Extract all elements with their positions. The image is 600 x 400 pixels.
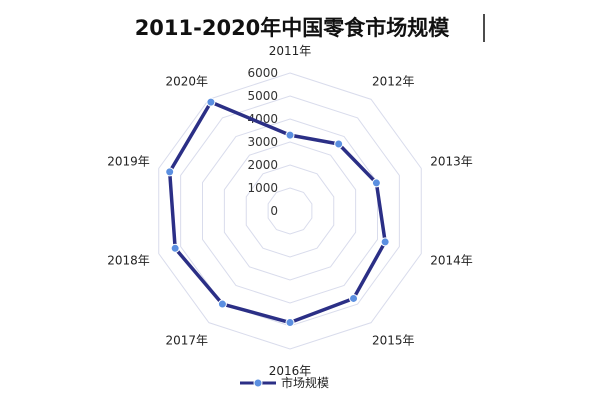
tick-label: 3000 — [247, 135, 278, 149]
grid-ring — [202, 118, 378, 304]
data-point[interactable] — [165, 167, 175, 177]
category-label: 2015年 — [372, 333, 415, 347]
category-label: 2018年 — [107, 253, 150, 267]
category-label: 2016年 — [269, 364, 312, 378]
data-point[interactable] — [334, 139, 344, 149]
category-label: 2011年 — [269, 44, 312, 58]
data-point[interactable] — [349, 293, 359, 303]
legend-swatch-marker[interactable] — [253, 378, 263, 388]
category-label: 2013年 — [430, 155, 473, 169]
data-point[interactable] — [170, 243, 180, 253]
grid-ring — [223, 141, 357, 281]
category-label: 2020年 — [165, 75, 208, 89]
data-point[interactable] — [285, 318, 295, 328]
category-label: 2014年 — [430, 253, 473, 267]
category-label: 2017年 — [165, 333, 208, 347]
category-label: 2012年 — [372, 75, 415, 89]
data-point[interactable] — [371, 178, 381, 188]
category-label: 2019年 — [107, 155, 150, 169]
tick-label: 2000 — [247, 158, 278, 172]
chart-title: 2011-2020年中国零食市场规模 — [135, 16, 451, 40]
grid-ring — [267, 187, 313, 235]
grid-ring — [245, 164, 335, 258]
data-point[interactable] — [285, 130, 295, 140]
tick-label: 0 — [270, 204, 278, 218]
data-point[interactable] — [217, 299, 227, 309]
legend[interactable]: 市场规模 — [240, 375, 329, 390]
tick-label: 5000 — [247, 89, 278, 103]
category-labels: 2011年 2012年 2013年 2014年 2015年 2016年 2017年 2018年… — [107, 44, 472, 378]
tick-label: 1000 — [247, 181, 278, 195]
data-point[interactable] — [380, 237, 390, 247]
grid-ring — [158, 72, 422, 350]
legend-label[interactable]: 市场规模 — [281, 375, 329, 390]
data-point[interactable] — [206, 97, 216, 107]
series-layer — [165, 97, 390, 328]
tick-label: 4000 — [247, 112, 278, 126]
radial-tick-labels: 0 1000 2000 3000 4000 5000 6000 — [247, 66, 278, 218]
tick-label: 6000 — [247, 66, 278, 80]
